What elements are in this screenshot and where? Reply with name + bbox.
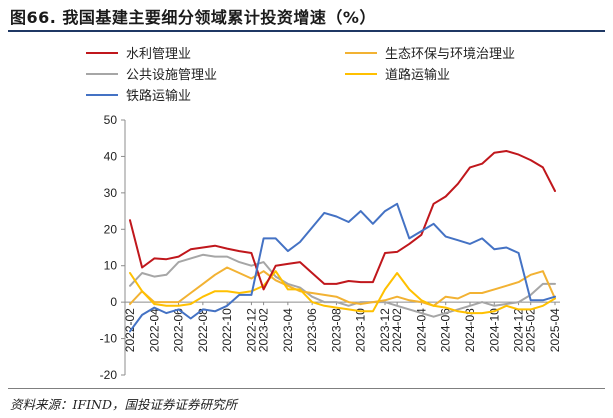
footer-divider <box>8 388 605 389</box>
x-tick-label: 2023-02 <box>257 308 271 352</box>
x-tick-label: 2023-04 <box>281 308 295 352</box>
x-tick-label: 2024-06 <box>439 308 453 352</box>
x-tick-label: 2022-12 <box>244 308 258 352</box>
legend-item: 公共设施管理业 <box>86 68 217 83</box>
legend-label: 道路运输业 <box>385 67 450 83</box>
series-line-4 <box>129 270 556 315</box>
legend-item: 铁路运输业 <box>86 88 191 104</box>
x-tick-label: 2022-10 <box>220 308 234 352</box>
y-tick-label: 40 <box>104 149 118 163</box>
y-tick-label: 10 <box>104 259 118 273</box>
x-tick-label: 2023-08 <box>329 308 343 352</box>
y-tick-label: 20 <box>104 222 118 236</box>
series-line-1 <box>129 150 556 291</box>
x-tick-label: 2022-08 <box>196 308 210 352</box>
source-note: 资料来源：IFIND，国投证券证券研究所 <box>10 397 238 412</box>
y-tick-label: 0 <box>110 295 117 309</box>
x-tick-label: 2023-10 <box>354 308 368 352</box>
x-tick-label: 2024-10 <box>487 308 501 352</box>
figure-title: 图66. 我国基建主要细分领域累计投资增速（%） <box>10 8 376 27</box>
x-tick-label: 2024-08 <box>463 308 477 352</box>
legend-item: 水利管理业 <box>86 47 191 62</box>
series-line-2 <box>129 266 556 307</box>
series-line-3 <box>129 253 556 318</box>
x-tick-label: 2022-06 <box>172 308 186 352</box>
x-tick-label: 2023-06 <box>305 308 319 352</box>
title-underline <box>8 30 605 32</box>
legend-label: 铁路运输业 <box>126 88 191 104</box>
y-tick-label: 30 <box>104 186 118 200</box>
series-line-5 <box>129 202 556 333</box>
x-tick-label: 2024-02 <box>390 308 404 352</box>
legend-label: 水利管理业 <box>126 47 191 62</box>
x-tick-label: 2023-12 <box>378 308 392 352</box>
x-tick-label: 2025-02 <box>524 308 538 352</box>
y-tick-label: -10 <box>100 332 118 346</box>
legend-item: 生态环保与环境治理业 <box>345 47 515 62</box>
legend-item: 道路运输业 <box>345 67 450 83</box>
legend-label: 生态环保与环境治理业 <box>385 47 515 62</box>
x-tick-label: 2024-04 <box>414 308 428 352</box>
legend-label: 公共设施管理业 <box>126 68 217 83</box>
chart-series-lines <box>129 150 556 333</box>
x-tick-label: 2022-04 <box>147 308 161 352</box>
y-tick-label: -20 <box>100 368 118 382</box>
x-tick-label: 2025-04 <box>548 308 562 352</box>
y-tick-label: 50 <box>104 113 118 127</box>
x-tick-label: 2024-12 <box>512 308 526 352</box>
